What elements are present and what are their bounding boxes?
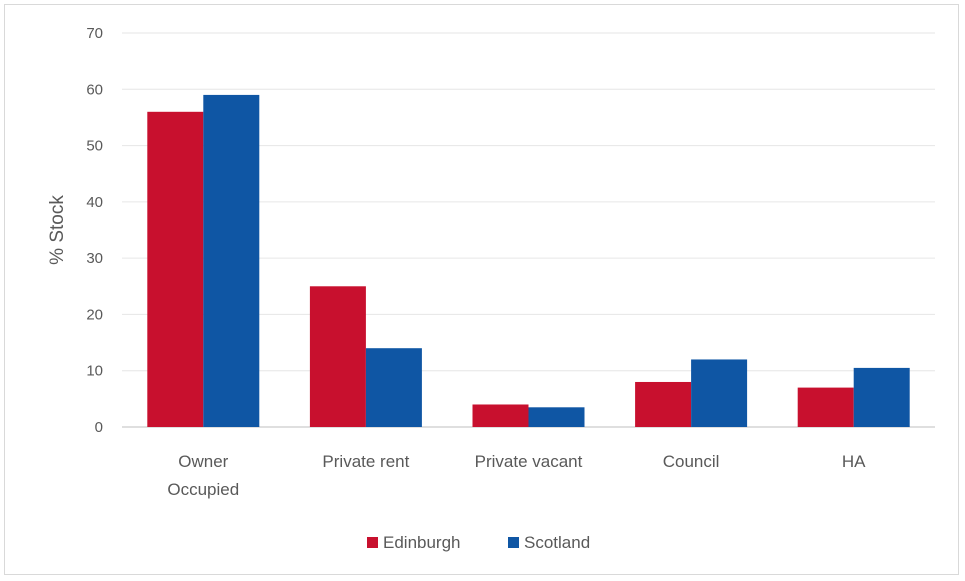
legend: Edinburgh Scotland <box>367 533 590 552</box>
y-tick-label: 70 <box>86 25 103 42</box>
bar-edinburgh <box>635 381 692 427</box>
bars <box>147 94 910 428</box>
bar-scotland <box>853 367 910 427</box>
legend-swatch <box>367 537 378 548</box>
y-tick-label: 0 <box>95 419 103 436</box>
bar-edinburgh <box>472 404 529 427</box>
bar-scotland <box>528 407 585 427</box>
x-tick-label: Owner Occupied <box>167 452 239 499</box>
y-tick-label: 30 <box>86 250 103 267</box>
legend-swatch <box>508 537 519 548</box>
y-tick-label: 20 <box>86 306 103 323</box>
bar-edinburgh <box>147 111 204 428</box>
x-tick-label: Private vacant <box>475 452 583 471</box>
x-tick-label: HA <box>842 452 866 471</box>
bar-edinburgh <box>797 387 854 427</box>
y-tick-label: 60 <box>86 81 103 98</box>
y-tick-label: 40 <box>86 194 103 211</box>
bar-scotland <box>365 348 422 427</box>
y-axis-ticks: 0 10 20 30 40 50 60 70 <box>86 25 103 436</box>
bar-edinburgh <box>309 286 366 427</box>
y-tick-label: 50 <box>86 138 103 155</box>
legend-label: Edinburgh <box>383 533 461 552</box>
legend-label: Scotland <box>524 533 590 552</box>
bar-scotland <box>203 94 260 428</box>
x-tick-label: Private rent <box>322 452 409 471</box>
y-axis-title: % Stock <box>47 195 68 265</box>
x-axis-labels: Owner Occupied Private rent Private vacant C… <box>167 452 866 499</box>
x-tick-label: Council <box>663 452 720 471</box>
bar-scotland <box>691 359 748 427</box>
y-tick-label: 10 <box>86 363 103 380</box>
